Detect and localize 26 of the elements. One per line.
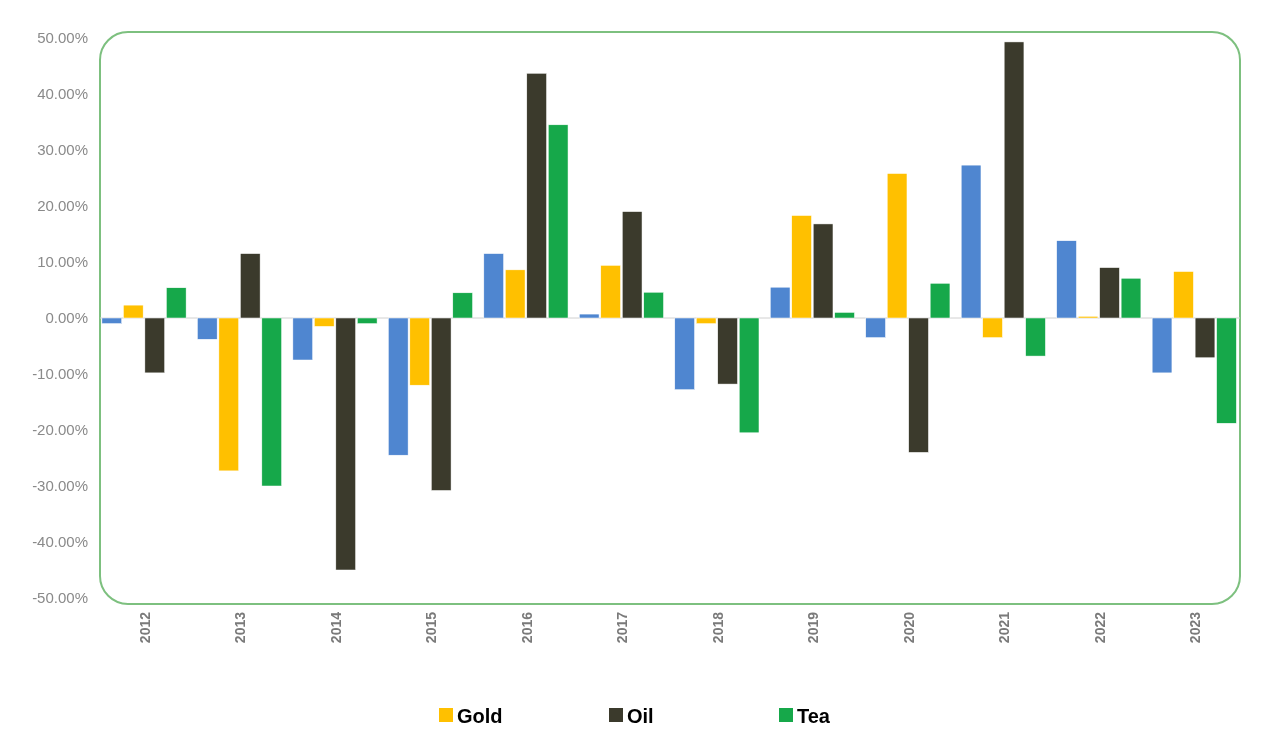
y-tick-label: 40.00% [37, 85, 88, 103]
y-tick-label: -20.00% [32, 421, 88, 439]
x-tick-label: 2013 [232, 611, 249, 644]
x-tick-label: 2018 [709, 611, 726, 644]
y-tick-label: -10.00% [32, 365, 88, 383]
x-tick-label: 2016 [518, 611, 535, 644]
x-tick-label: 2014 [327, 611, 344, 644]
y-tick-label: 10.00% [37, 253, 88, 271]
y-tick-label: 50.00% [37, 29, 88, 47]
legend-label: Gold [457, 705, 503, 727]
x-tick-label: 2021 [996, 611, 1013, 644]
x-tick-label: 2023 [1187, 611, 1204, 644]
y-tick-label: 30.00% [37, 141, 88, 159]
y-tick-label: -50.00% [32, 589, 88, 607]
x-tick-label: 2022 [1091, 611, 1108, 644]
y-tick-label: -30.00% [32, 477, 88, 495]
y-tick-label: 0.00% [45, 309, 88, 327]
x-tick-label: 2012 [136, 611, 153, 644]
x-tick-label: 2015 [423, 611, 440, 644]
x-tick-label: 2020 [900, 611, 917, 644]
x-tick-label: 2017 [614, 611, 631, 644]
x-tick-label: 2019 [805, 611, 822, 644]
legend-label: Tea [797, 705, 831, 727]
y-tick-label: -40.00% [32, 533, 88, 551]
y-tick-label: 20.00% [37, 197, 88, 215]
legend-label: Oil [627, 705, 654, 727]
